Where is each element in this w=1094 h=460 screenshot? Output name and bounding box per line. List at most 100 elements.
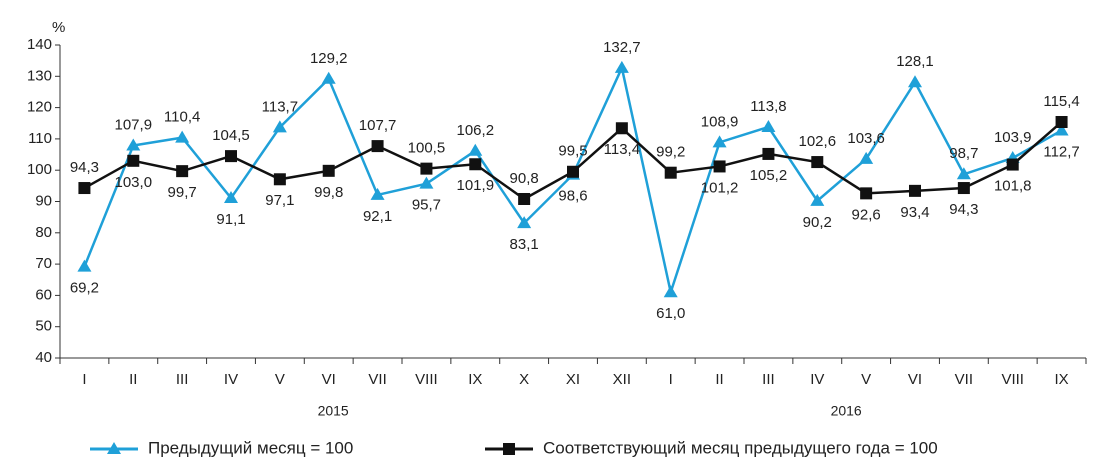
value-label: 104,5 [212,127,250,144]
value-label: 105,2 [750,167,788,184]
marker [78,182,91,195]
x-tick-label: VII [368,371,386,388]
value-label: 98,6 [558,188,587,205]
value-label: 61,0 [656,305,685,322]
marker [468,143,483,156]
value-label: 101,9 [457,177,495,194]
marker [77,259,92,272]
value-label: 132,7 [603,39,641,56]
marker [127,154,140,167]
value-label: 129,2 [310,50,348,67]
x-tick-label: III [762,371,775,388]
y-unit: % [52,19,65,36]
marker [859,151,874,164]
x-tick-label: IV [810,371,824,388]
marker [713,160,726,173]
marker [224,191,238,204]
marker [761,120,776,133]
value-label: 90,2 [803,214,832,231]
marker [469,158,482,171]
value-label: 99,5 [558,143,587,160]
value-label: 101,2 [701,179,739,196]
group-label: 2015 [318,403,349,419]
x-tick-label: IX [1054,371,1068,388]
x-tick-label: II [715,371,723,388]
value-label: 103,6 [847,130,885,147]
marker [1006,158,1019,171]
x-tick-label: VI [908,371,922,388]
value-label: 110,4 [164,109,200,126]
value-label: 113,8 [750,98,786,115]
marker [371,140,384,153]
marker [272,120,287,133]
x-tick-label: I [82,371,86,388]
y-tick-label: 40 [35,349,52,366]
value-label: 69,2 [70,280,99,297]
x-tick-label: IV [224,371,238,388]
value-label: 92,6 [852,206,881,223]
value-label: 107,9 [115,116,153,133]
x-tick-label: VII [955,371,973,388]
value-label: 94,3 [70,159,99,176]
value-label: 83,1 [510,236,539,253]
value-label: 92,1 [363,208,392,225]
legend-label: Предыдущий месяц = 100 [148,438,353,457]
x-tick-label: VIII [1001,371,1024,388]
legend-marker [503,443,515,455]
marker [614,60,629,73]
x-tick-label: XII [613,371,631,388]
value-label: 115,4 [1043,93,1079,110]
value-label: 95,7 [412,197,441,214]
y-tick-label: 140 [27,36,52,53]
marker [712,135,727,148]
value-label: 106,2 [457,122,495,139]
marker [370,187,385,200]
y-tick-label: 110 [28,130,52,147]
y-tick-label: 70 [35,255,52,272]
marker [273,173,286,186]
x-tick-label: VIII [415,371,438,388]
marker [908,75,922,88]
group-label: 2016 [831,403,862,419]
value-label: 107,7 [359,117,397,134]
marker [176,165,189,178]
marker [615,122,628,135]
value-label: 91,1 [216,211,245,228]
series-line [83,63,1063,298]
value-label: 112,7 [1043,143,1079,160]
marker [321,71,336,84]
x-tick-label: V [861,371,871,388]
value-label: 98,7 [949,145,978,162]
marker [419,176,434,189]
marker [225,150,237,163]
x-tick-label: V [275,371,285,388]
y-tick-label: 120 [27,99,52,116]
value-label: 128,1 [896,53,934,70]
value-label: 99,7 [168,184,197,201]
y-tick-label: 130 [27,67,52,84]
value-label: 97,1 [265,192,294,209]
marker [810,193,825,206]
y-tick-label: 50 [35,318,52,335]
y-tick-label: 90 [35,192,52,209]
y-tick-label: 60 [35,286,52,303]
marker [1055,115,1068,128]
marker [517,216,532,229]
marker [664,166,677,179]
value-label: 108,9 [701,113,739,130]
x-tick-label: VI [322,371,336,388]
marker [322,164,335,177]
marker [663,285,678,298]
x-tick-label: X [519,371,529,388]
marker [811,156,824,169]
x-tick-label: I [669,371,673,388]
marker [956,167,971,180]
value-label: 100,5 [408,140,446,157]
marker [957,182,970,195]
value-label: 102,6 [799,133,837,150]
x-tick-label: IX [468,371,482,388]
legend-label: Соответствующий месяц предыдущего года =… [543,438,938,457]
x-tick-label: III [176,371,189,388]
marker [567,165,579,178]
value-label: 99,2 [656,144,685,161]
